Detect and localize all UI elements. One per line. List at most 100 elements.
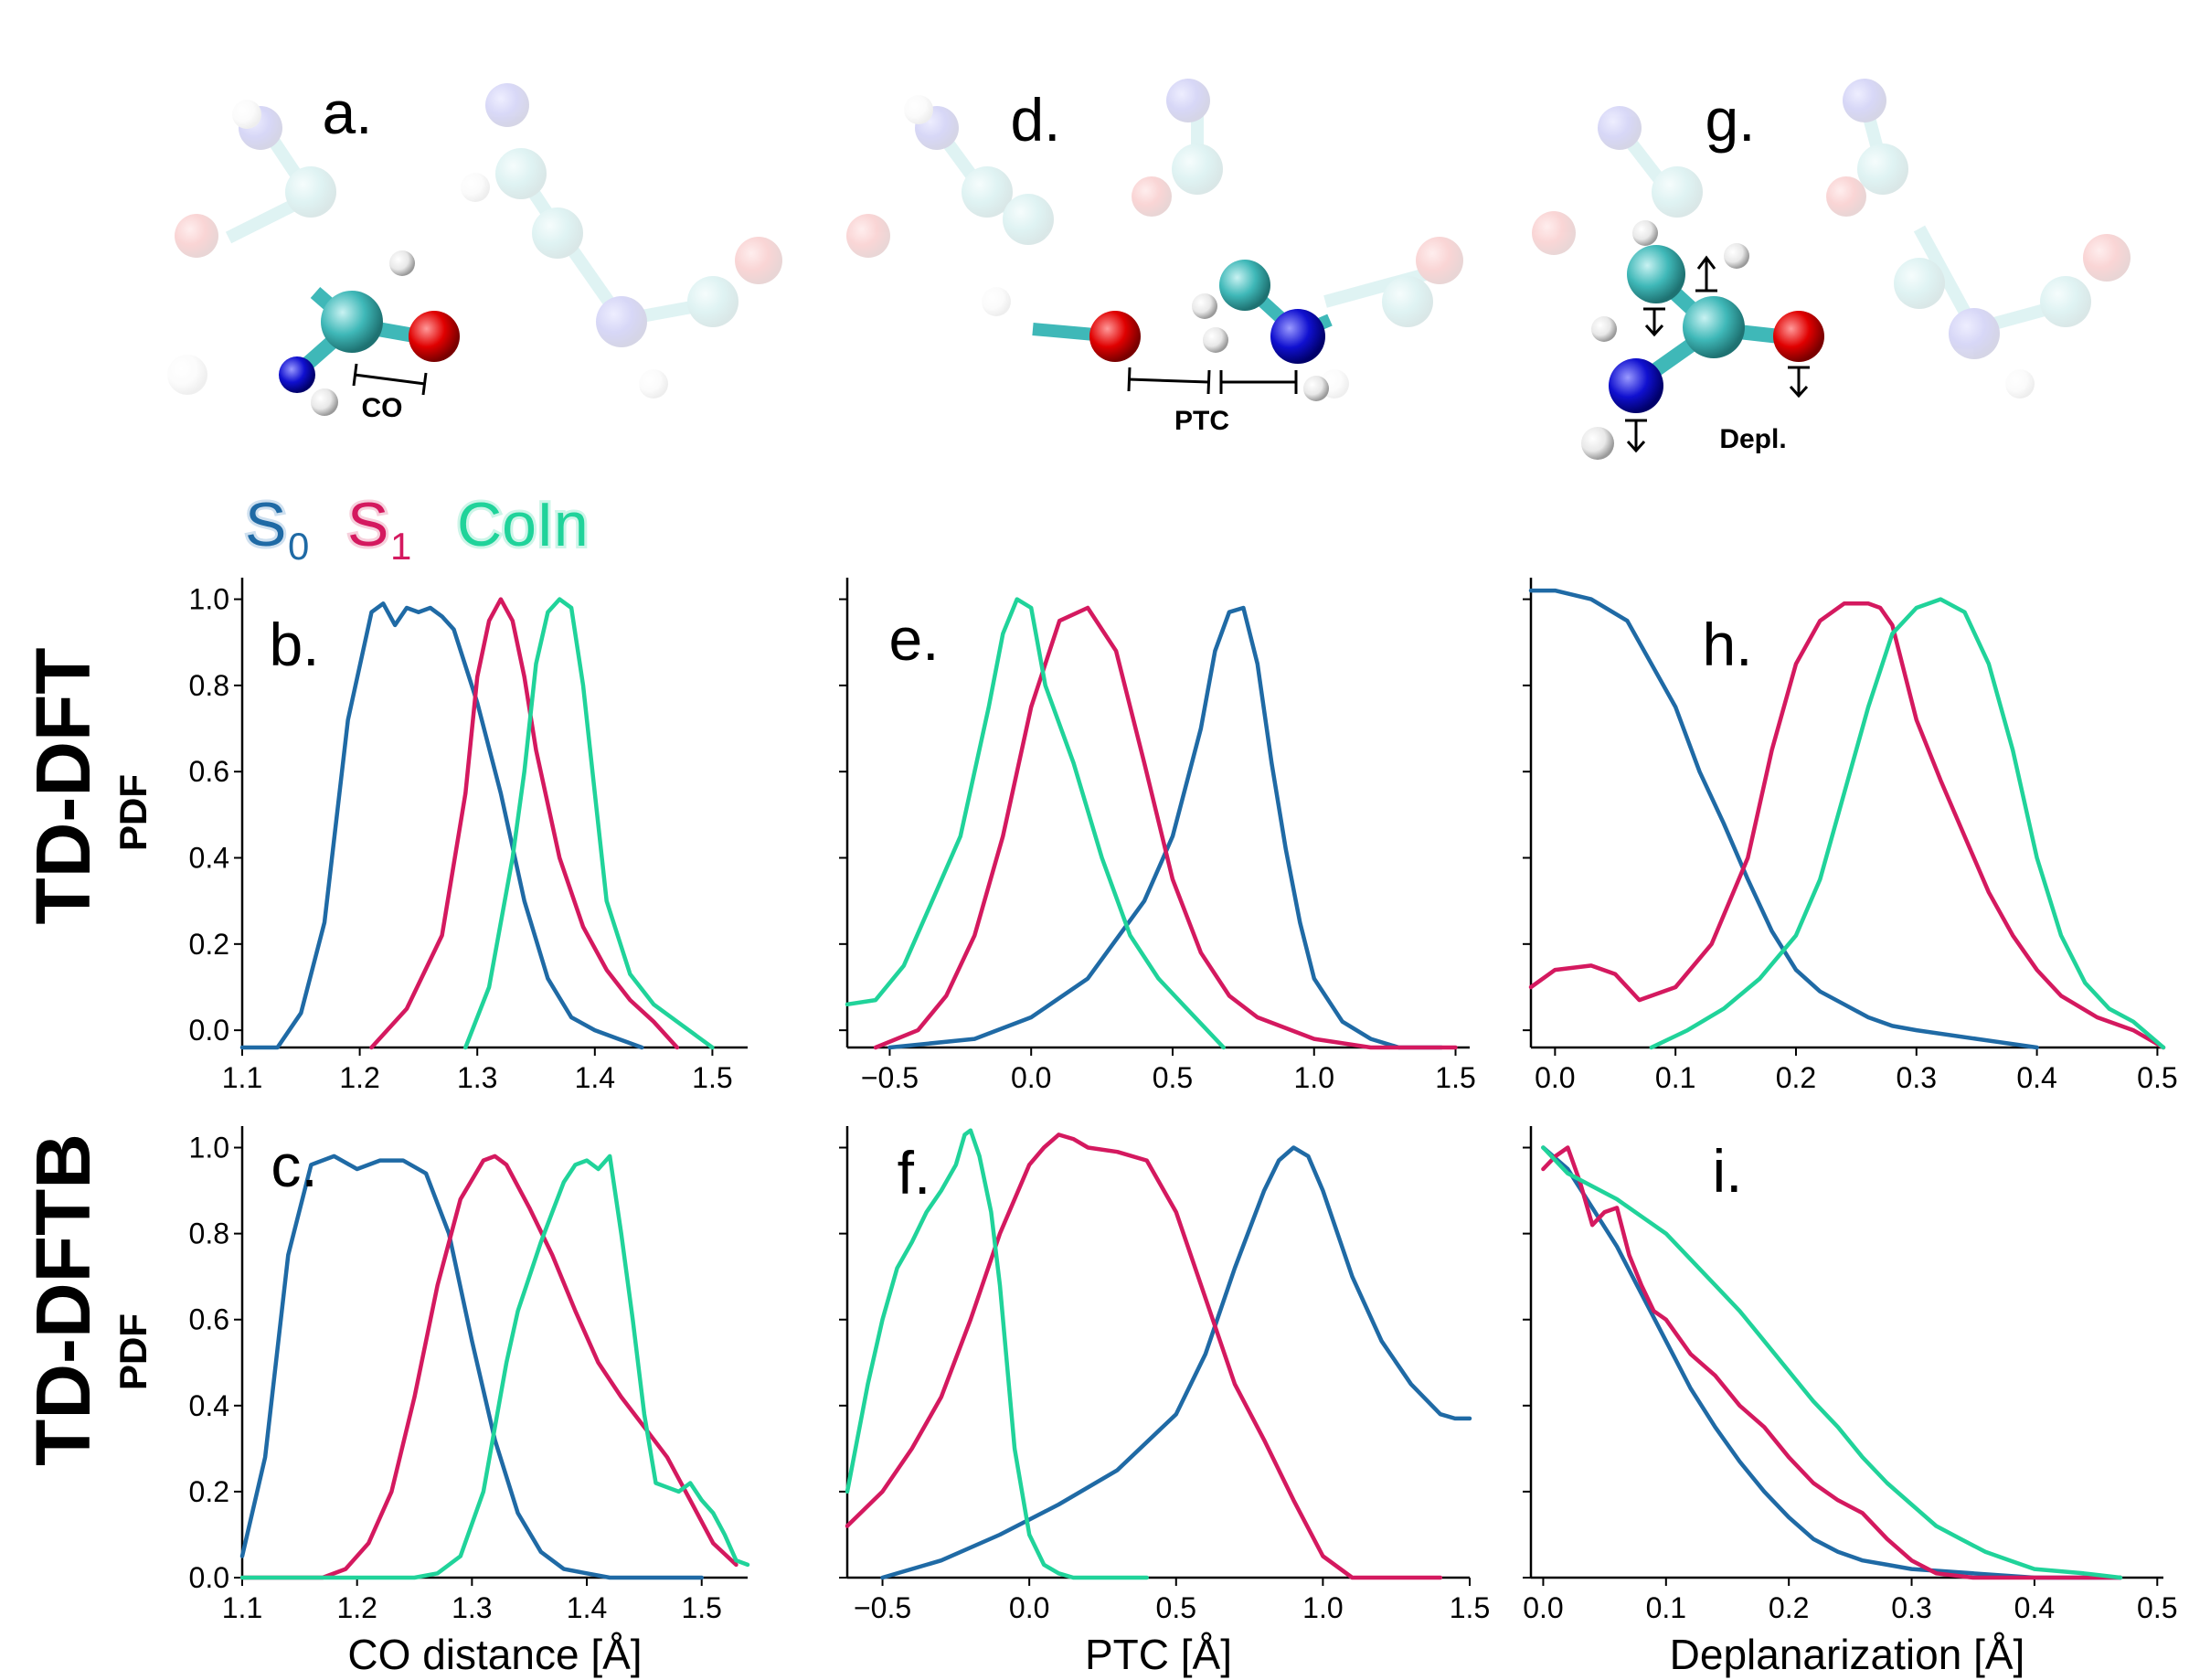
x-tick-label: 1.1: [222, 1591, 262, 1624]
nitrogen-atom: [1609, 358, 1663, 413]
chart-panel-i: 0.0 0.1 0.2 0.3 0.4 0.5 Deplanarization [Å] i.: [1523, 1126, 2178, 1678]
faded-molecule-background: [1532, 79, 2131, 399]
mol-label-depl: Depl.: [1719, 424, 1786, 454]
hydrogen-atom: [1632, 220, 1658, 246]
y-tick-label: 0.2: [189, 1475, 229, 1508]
hydrogen-atom: [389, 250, 415, 276]
x-tick-label: 0.5: [2137, 1591, 2177, 1624]
x-tick-label: 0.0: [1535, 1061, 1575, 1094]
x-tick-label: 1.3: [457, 1061, 497, 1094]
x-tick-label: 1.0: [1294, 1061, 1334, 1094]
hydrogen-atom: [1581, 427, 1614, 460]
oxygen-atom: [1773, 311, 1824, 362]
panel-letter: c.: [271, 1132, 317, 1199]
y-tick-label: 1.0: [189, 583, 229, 616]
x-tick-label: 0.0: [1009, 1591, 1049, 1624]
x-tick-label: 1.5: [1435, 1061, 1475, 1094]
series-line-s0: [239, 601, 644, 1050]
x-tick-label: 1.4: [575, 1061, 615, 1094]
panel-letter-a: a.: [322, 79, 372, 146]
y-tick-label: 0.6: [189, 755, 229, 788]
axes: −0.5 0.0 0.5 1.0 1.5 PTC [Å]: [839, 1126, 1490, 1678]
x-tick-label: 0.1: [1646, 1591, 1686, 1624]
panel-letter: i.: [1713, 1137, 1743, 1205]
x-tick-label: 0.3: [1891, 1591, 1931, 1624]
x-tick-label: 1.3: [452, 1591, 492, 1624]
x-tick-label: 0.5: [2137, 1061, 2177, 1094]
carbon-atom: [1683, 296, 1745, 358]
faded-molecule-background: [846, 79, 1463, 399]
molecule-panel-d: PTC d.: [846, 79, 1463, 436]
y-tick-label: 0.0: [189, 1014, 229, 1047]
x-tick-label: 0.0: [1523, 1591, 1563, 1624]
series-line-coin: [463, 597, 715, 1050]
series-line-s1: [239, 1154, 739, 1580]
panel-letter: f.: [898, 1139, 931, 1207]
series-line-s0: [239, 1154, 704, 1580]
series-line-s1: [1541, 1145, 2123, 1580]
axes: 0.0 0.1 0.2 0.3 0.4 0.5: [1523, 578, 2178, 1094]
x-tick-label: 1.5: [1450, 1591, 1490, 1624]
chart-panel-e: −0.5 0.0 0.5 1.0 1.5 e.: [839, 578, 1476, 1094]
legend-s1: S: [347, 490, 388, 559]
x-axis-label: PTC [Å]: [1085, 1631, 1232, 1678]
y-tick-label: 1.0: [189, 1132, 229, 1164]
panel-letter: b.: [269, 611, 319, 678]
mol-label-ptc: PTC: [1174, 406, 1229, 436]
carbon-atom: [1627, 245, 1685, 303]
x-tick-label: 0.4: [2014, 1591, 2055, 1624]
hydrogen-atom: [311, 388, 338, 416]
oxygen-atom: [1089, 311, 1141, 362]
y-tick-label: 0.2: [189, 928, 229, 961]
x-axis-label: Deplanarization [Å]: [1670, 1631, 2025, 1678]
hydrogen-atom: [1591, 316, 1617, 342]
legend: S 0 S 1 CoIn: [242, 487, 591, 568]
series-line-s0: [1541, 1145, 2123, 1580]
axes: 1.1 1.2 1.3 1.4 1.5 0.0 0.2 0.4 0.6 0.8 1.0 PDF: [112, 578, 748, 1094]
molecule-panel-g: Depl. g.: [1532, 79, 2131, 460]
mol-label-co: CO: [362, 393, 403, 423]
y-tick-label: 0.6: [189, 1303, 229, 1336]
x-tick-label: 0.2: [1776, 1061, 1816, 1094]
hydrogen-atom: [1203, 327, 1228, 353]
y-axis-label: PDF: [112, 774, 154, 851]
axes: 1.1 1.2 1.3 1.4 1.5 0.0 0.2 0.4 0.6 0.8 1.0 PDF CO d…: [112, 1126, 748, 1678]
nitrogen-atom: [1270, 309, 1325, 364]
series-line-s1: [845, 1132, 1443, 1580]
nitrogen-atom: [279, 356, 315, 393]
x-tick-label: 1.2: [336, 1591, 377, 1624]
x-tick-label: 1.5: [681, 1591, 721, 1624]
x-tick-label: −0.5: [861, 1061, 919, 1094]
ptc-bracket: [1127, 367, 1298, 395]
y-tick-label: 0.8: [189, 669, 229, 702]
molecule-panel-a: CO a.: [167, 79, 782, 423]
legend-s0-subscript: 0: [288, 525, 309, 568]
hydrogen-atom: [1303, 376, 1329, 401]
series-line-s1: [873, 605, 1458, 1050]
x-tick-label: 0.5: [1153, 1061, 1193, 1094]
x-tick-label: 0.1: [1655, 1061, 1695, 1094]
y-axis-label: PDF: [112, 1313, 154, 1390]
carbon-atom: [321, 291, 383, 353]
oxygen-atom: [409, 311, 460, 362]
series-line-s1: [1528, 601, 2166, 1050]
faded-molecule-background: [167, 83, 782, 399]
series-line-coin: [239, 1154, 750, 1580]
y-tick-label: 0.4: [189, 1389, 229, 1422]
x-tick-label: 0.5: [1156, 1591, 1196, 1624]
chart-panel-h: 0.0 0.1 0.2 0.3 0.4 0.5 h.: [1523, 578, 2178, 1094]
x-axis-label: CO distance [Å]: [347, 1631, 642, 1678]
x-tick-label: 0.4: [2016, 1061, 2056, 1094]
axes: 0.0 0.1 0.2 0.3 0.4 0.5 Deplanarization [Å]: [1523, 1126, 2178, 1678]
x-tick-label: 0.3: [1897, 1061, 1937, 1094]
carbon-atom: [1219, 260, 1270, 311]
y-tick-label: 0.4: [189, 842, 229, 875]
x-tick-label: 1.1: [222, 1061, 262, 1094]
x-tick-label: 0.0: [1011, 1061, 1051, 1094]
chart-panel-f: −0.5 0.0 0.5 1.0 1.5 PTC [Å] f.: [839, 1126, 1490, 1678]
co-distance-bracket: [352, 363, 428, 396]
series-line-s1: [369, 597, 680, 1050]
panel-letter: h.: [1702, 611, 1752, 678]
chart-panel-b: 1.1 1.2 1.3 1.4 1.5 0.0 0.2 0.4 0.6 0.8 1.0 PDF b.: [112, 578, 748, 1094]
